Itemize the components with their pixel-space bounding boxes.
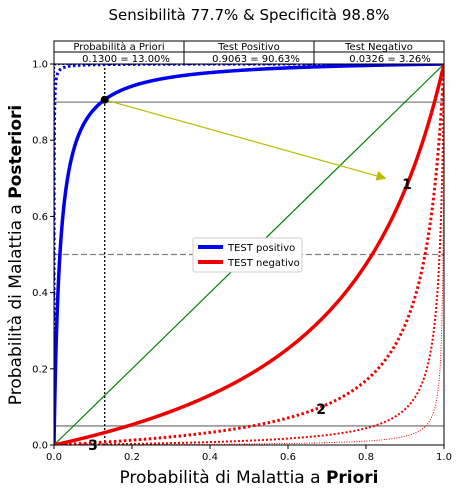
curve-negative-x2 <box>54 64 444 445</box>
info-header-prior: Probabilità a Priori <box>73 41 164 53</box>
annotation-arrow <box>104 99 387 181</box>
y-tick-label-4: 0.8 <box>32 136 48 147</box>
info-header-negative: Test Negativo <box>344 42 413 53</box>
chart-title: Sensibilità 77.7% & Specificità 98.8% <box>108 6 389 24</box>
curve-label-1: 1 <box>402 177 412 193</box>
y-tick-label-2: 0.4 <box>32 288 48 299</box>
y-axis-label: Probabilità di Malattia a Posteriori <box>6 105 26 405</box>
info-value-negative: 0.0326 = 3.26% <box>349 54 431 65</box>
y-axis-label-bold: Posteriori <box>6 105 26 199</box>
curve-label-2: 2 <box>316 402 326 418</box>
info-header-positive: Test Positivo <box>217 42 279 53</box>
ticks-layer: 0.0 0.2 0.4 0.6 0.8 1.0 0.0 0.2 0.4 0.6 0.8 1.0 <box>32 60 452 464</box>
x-axis-label-prefix: Probabilità di Malattia a <box>119 468 325 488</box>
info-value-prior: 0.1300 = 13.00% <box>82 54 170 65</box>
x-axis-label: Probabilità di Malattia a Priori <box>119 468 378 488</box>
x-tick-label-4: 0.8 <box>358 452 374 463</box>
legend-label-negative: TEST negativo <box>227 258 300 269</box>
y-tick-label-0: 0.0 <box>32 441 48 452</box>
x-tick-label-5: 1.0 <box>436 452 452 463</box>
x-tick-label-3: 0.6 <box>280 452 296 463</box>
info-value-positive: 0.9063 = 90.63% <box>212 54 300 65</box>
y-tick-label-1: 0.2 <box>32 364 48 375</box>
legend-label-positive: TEST positivo <box>227 243 295 254</box>
x-tick-label-2: 0.4 <box>202 452 218 463</box>
y-tick-label-5: 1.0 <box>32 60 48 71</box>
y-axis-label-prefix: Probabilità di Malattia a <box>6 199 26 405</box>
y-tick-label-3: 0.6 <box>32 212 48 223</box>
annotation-layer <box>100 95 387 181</box>
x-tick-label-1: 0.2 <box>124 452 140 463</box>
x-tick-label-0: 0.0 <box>46 452 62 463</box>
curve-label-3: 3 <box>88 438 98 454</box>
plot-frame <box>53 63 445 446</box>
info-table: Probabilità a Priori Test Positivo Test … <box>53 40 445 65</box>
legend: TEST positivo TEST negativo <box>192 237 303 273</box>
x-axis-label-bold: Priori <box>326 468 379 488</box>
prior-posterior-marker <box>100 95 109 104</box>
curve-negative-x1 <box>54 64 444 445</box>
